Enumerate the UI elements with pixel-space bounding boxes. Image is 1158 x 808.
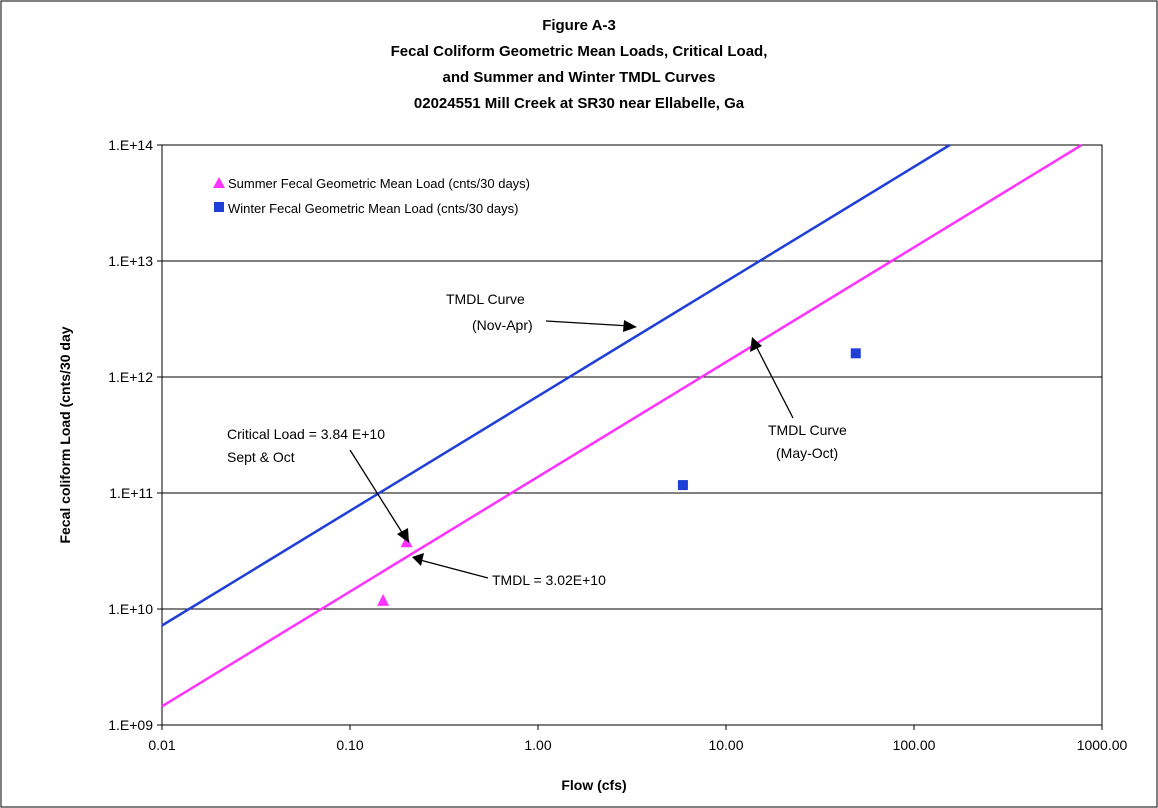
chart-title-line-4: 02024551 Mill Creek at SR30 near Ellabel… [414,95,745,112]
data-points [377,348,861,606]
legend-marker-summer [213,177,225,188]
x-tick-label: 100.00 [893,737,936,753]
x-axis-ticks: 0.01 0.10 1.00 10.00 100.00 1000.00 [148,725,1128,753]
x-tick-label: 10.00 [708,737,743,753]
tmdl-curves [161,143,1083,708]
arrow-tmdl-summer [755,345,794,419]
legend: Summer Fecal Geometric Mean Load (cnts/3… [213,176,530,216]
y-tick-label: 1.E+12 [108,369,153,385]
arrow-head-tmdl-winter [623,320,637,332]
x-tick-label: 1.00 [524,737,551,753]
arrow-head-tmdl-summer [750,337,762,352]
annotation-tmdl-winter-line-2: (Nov-Apr) [472,317,533,333]
x-axis-label: Flow (cfs) [561,777,626,793]
legend-marker-winter [214,202,224,212]
annotation-tmdl-value: TMDL = 3.02E+10 [492,572,606,588]
plot-area [161,144,1103,726]
gridlines [162,260,1102,610]
legend-label-summer: Summer Fecal Geometric Mean Load (cnts/3… [228,176,530,191]
legend-label-winter: Winter Fecal Geometric Mean Load (cnts/3… [228,201,518,216]
y-tick-label: 1.E+11 [109,485,153,501]
annotation-tmdl-summer-line-1: TMDL Curve [768,422,847,438]
y-tick-label: 1.E+09 [108,717,153,733]
annotation-tmdl-summer-line-2: (May-Oct) [776,445,838,461]
arrow-critical [349,449,404,535]
annotation-critical-line-1: Critical Load = 3.84 E+10 [227,426,385,442]
arrow-tmdl-winter [545,320,631,327]
annotation-tmdl-winter-line-1: TMDL Curve [446,291,525,307]
winter-point [850,348,861,359]
tmdl-curve-2 [161,143,951,627]
annotation-critical-line-2: Sept & Oct [227,449,295,465]
x-tick-label: 0.10 [336,737,363,753]
y-axis-ticks: 1.E+09 1.E+10 1.E+11 1.E+12 1.E+13 1.E+14 [108,137,162,733]
chart-title-line-3: and Summer and Winter TMDL Curves [443,69,716,86]
y-tick-label: 1.E+10 [108,601,153,617]
summer-point [377,593,390,606]
arrow-head-critical [397,528,409,543]
winter-point [677,480,688,491]
y-axis-label: Fecal coliform Load (cnts/30 day [57,326,73,543]
annotations: TMDL Curve (Nov-Apr) TMDL Curve (May-Oct… [227,291,847,588]
arrow-tmdl-value [419,559,489,579]
x-tick-label: 1000.00 [1077,737,1128,753]
chart-title-line-1: Figure A-3 [542,17,616,34]
summer-point [400,535,413,548]
y-tick-label: 1.E+13 [108,253,153,269]
x-tick-label: 0.01 [148,737,175,753]
chart-title-line-2: Fecal Coliform Geometric Mean Loads, Cri… [391,43,768,60]
y-tick-label: 1.E+14 [108,137,153,153]
tmdl-curve-3 [161,143,1083,708]
chart-title: Figure A-3 Fecal Coliform Geometric Mean… [391,17,768,112]
arrow-head-tmdl-value [412,553,424,566]
